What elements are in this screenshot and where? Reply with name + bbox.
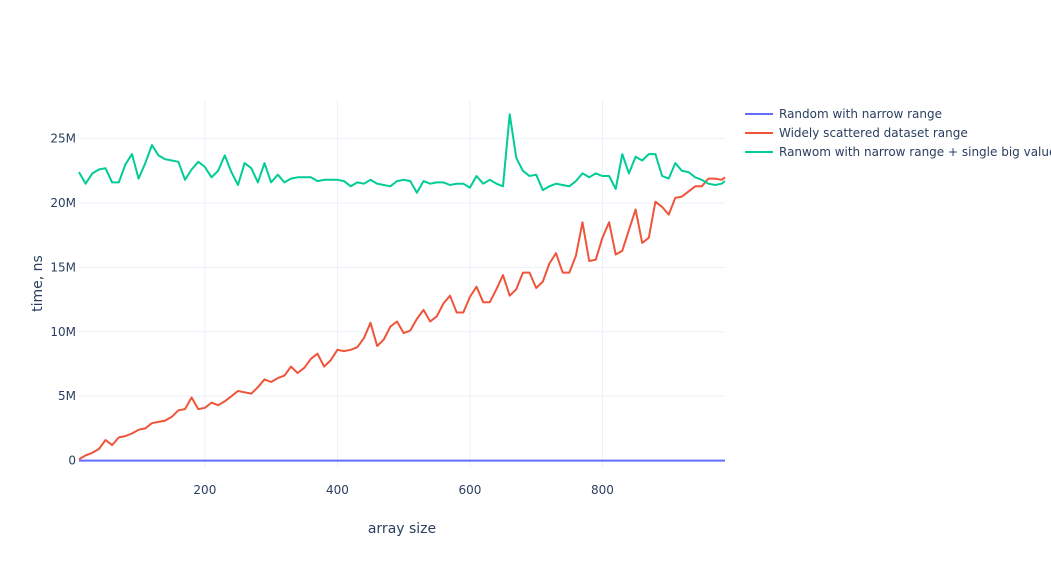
x-tick-label: 800: [591, 483, 614, 497]
x-tick-label: 200: [193, 483, 216, 497]
series-line-1: [78, 176, 726, 461]
legend[interactable]: Random with narrow range Widely scattered…: [745, 107, 1051, 159]
legend-item[interactable]: Random with narrow range: [745, 107, 942, 121]
y-axis-title: time, ns: [30, 255, 46, 312]
legend-item[interactable]: Ranwom with narrow range + single big va…: [745, 145, 1051, 159]
x-tick-label: 400: [326, 483, 349, 497]
y-tick-label: 5M: [58, 389, 76, 403]
series-lines: [78, 113, 726, 462]
x-tick-label: 600: [458, 483, 481, 497]
x-axis-ticks: 200 400 600 800: [193, 483, 613, 497]
y-tick-label: 25M: [50, 132, 76, 146]
legend-label: Random with narrow range: [779, 107, 942, 121]
legend-label: Widely scattered dataset range: [779, 126, 968, 140]
y-tick-label: 10M: [50, 325, 76, 339]
legend-item[interactable]: Widely scattered dataset range: [745, 126, 968, 140]
y-axis-ticks: 0 5M 10M 15M 20M 25M: [50, 132, 76, 468]
y-tick-label: 0: [68, 454, 76, 468]
x-axis-title: array size: [368, 521, 436, 537]
y-tick-label: 20M: [50, 196, 76, 210]
series-line-2: [78, 113, 726, 194]
y-tick-label: 15M: [50, 260, 76, 274]
legend-label: Ranwom with narrow range + single big va…: [779, 145, 1051, 159]
